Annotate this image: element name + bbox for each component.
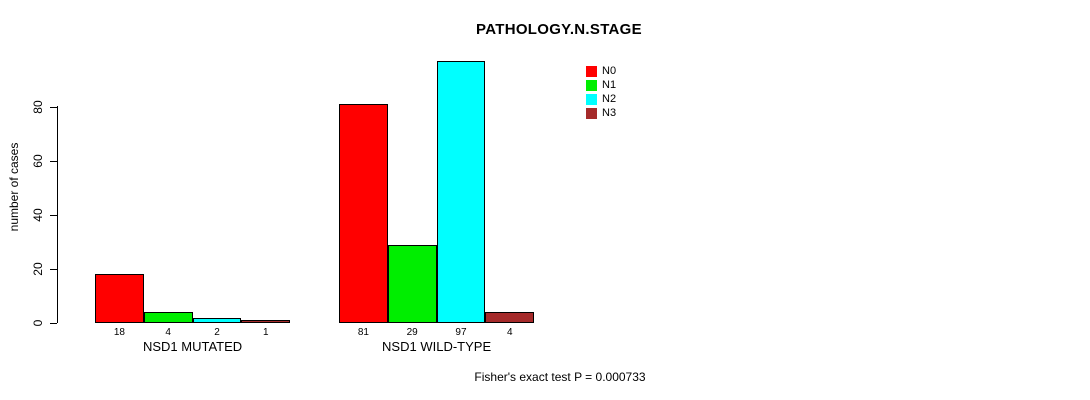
legend-row: N1 xyxy=(586,78,616,92)
legend: N0 N1 N2 N3 xyxy=(586,64,616,120)
bar-value-label: 4 xyxy=(165,327,171,338)
y-axis-tick xyxy=(50,161,57,162)
y-axis-label: number of cases xyxy=(7,142,21,232)
bar-n1 xyxy=(387,244,437,323)
stat-test-result: Fisher's exact test P = 0.000733 xyxy=(474,370,646,384)
y-axis-tick xyxy=(50,323,57,324)
bar-n2 xyxy=(436,61,486,323)
y-axis-tick-label: 0 xyxy=(31,319,45,327)
bar-n0 xyxy=(95,274,144,323)
bar-value-label: 29 xyxy=(406,327,418,338)
legend-label: N0 xyxy=(602,64,617,77)
bar-n0 xyxy=(339,104,388,323)
chart-title: PATHOLOGY.N.STAGE xyxy=(476,21,642,38)
bar-value-label: 81 xyxy=(357,327,369,338)
legend-row: N3 xyxy=(586,106,616,120)
bar-n2 xyxy=(192,317,242,323)
y-axis-line xyxy=(57,106,58,323)
legend-swatch xyxy=(586,65,597,77)
legend-row: N0 xyxy=(586,64,616,78)
y-axis-tick-label: 20 xyxy=(31,262,45,276)
y-axis-tick xyxy=(50,107,57,108)
legend-swatch xyxy=(586,107,597,119)
bar-value-label: 2 xyxy=(214,327,220,338)
y-axis-tick-label: 40 xyxy=(31,208,45,222)
bar-n3 xyxy=(485,312,535,323)
x-group-label: NSD1 MUTATED xyxy=(142,339,243,354)
bar-value-label: 1 xyxy=(263,327,269,338)
bar-value-label: 4 xyxy=(507,327,513,338)
y-axis-tick-label: 60 xyxy=(31,154,45,168)
legend-label: N1 xyxy=(602,78,617,91)
bar-n3 xyxy=(241,320,291,323)
y-axis-tick-label: 80 xyxy=(31,100,45,114)
y-axis-tick xyxy=(50,215,57,216)
legend-label: N2 xyxy=(602,92,617,105)
legend-label: N3 xyxy=(602,106,617,119)
legend-swatch xyxy=(586,79,597,91)
legend-row: N2 xyxy=(586,92,616,106)
legend-swatch xyxy=(586,93,597,105)
bar-value-label: 97 xyxy=(455,327,467,338)
bar-n1 xyxy=(143,312,193,323)
bar-value-label: 18 xyxy=(113,327,125,338)
y-axis-tick xyxy=(50,269,57,270)
x-group-label: NSD1 WILD-TYPE xyxy=(382,339,492,354)
